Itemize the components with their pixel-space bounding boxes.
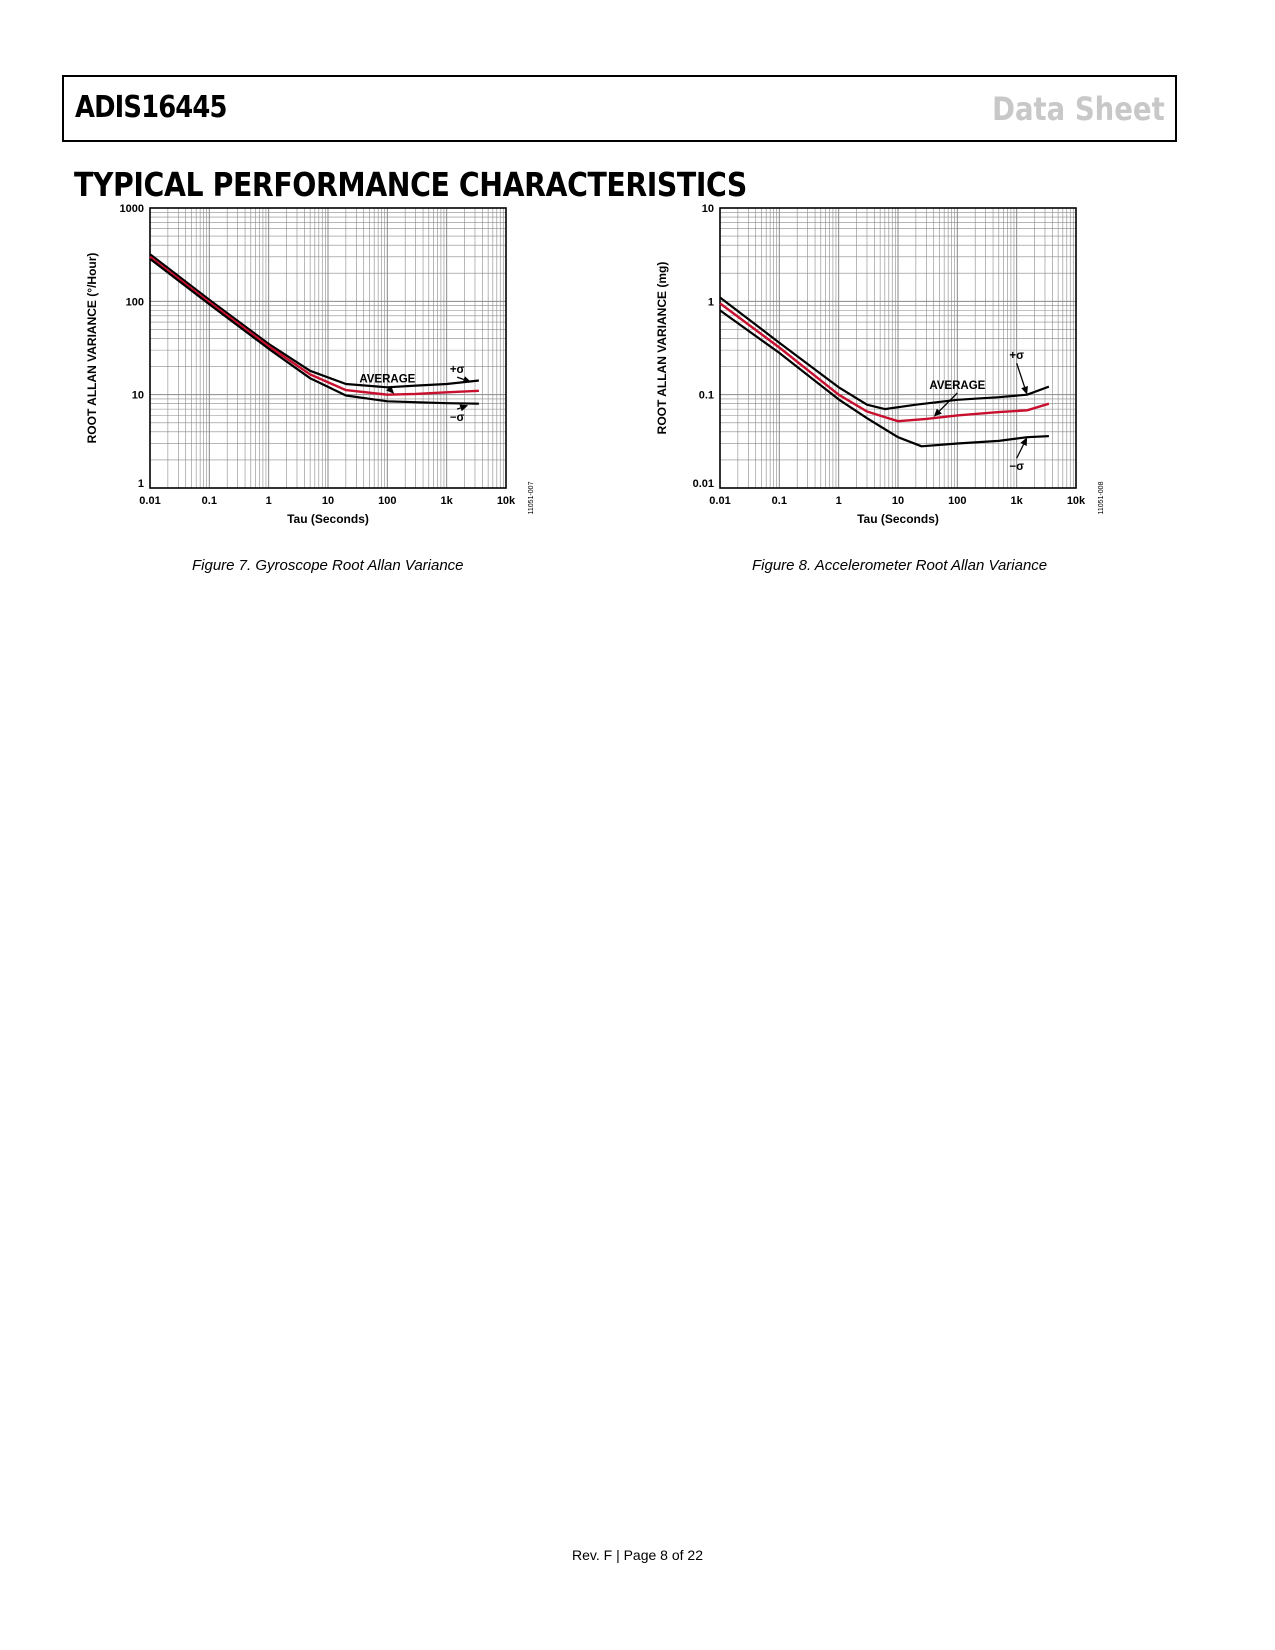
- page-footer: Rev. F | Page 8 of 22: [571, 1547, 703, 1563]
- annotation-arrow-head: [1021, 385, 1028, 395]
- annotation-arrow-line: [1016, 444, 1025, 459]
- y-axis-label: ROOT ALLAN VARIANCE (mg): [655, 262, 669, 435]
- x-tick-label: 1: [266, 495, 272, 507]
- grid: [719, 208, 1076, 489]
- x-tick-label: 100: [378, 495, 396, 507]
- figure-id: 11051-007: [528, 481, 535, 514]
- x-tick-label: 0.1: [772, 495, 787, 507]
- x-tick-label: 10: [892, 495, 904, 507]
- doc-type-label: Data Sheet: [992, 90, 1165, 128]
- annotation-arrow-line: [938, 392, 958, 412]
- y-tick-label: 1: [708, 296, 714, 308]
- series-line-plus-sigma: [149, 253, 480, 389]
- x-tick-label: 0.1: [202, 495, 217, 507]
- annotation-arrow-head: [459, 404, 469, 412]
- header-box: ADIS16445 Data Sheet: [62, 75, 1177, 142]
- x-tick-label: 10: [322, 495, 334, 507]
- annotation-arrow-line: [456, 376, 464, 381]
- x-tick-label: 10k: [1067, 495, 1086, 507]
- y-tick-label: 0.01: [693, 478, 714, 490]
- series-line-plus-sigma: [719, 296, 1050, 411]
- chart-accelerometer: 0.01 0.1 1 10 100 1k 10k 0.01 0.1 1 10 Tau (Seconds…: [655, 203, 1105, 526]
- figure-gyroscope-allan-variance: 0.01 0.1 1 10 100 1k 10k 1 10 100 1000 Tau (Seconds…: [70, 200, 550, 540]
- annotation-arrow-line: [386, 386, 390, 389]
- plot-frame: [149, 207, 507, 489]
- y-tick-label: 10: [702, 203, 714, 215]
- series-line-average: [719, 302, 1050, 423]
- annotation-arrow-line: [1016, 362, 1026, 388]
- figure-id: 11051-008: [1098, 481, 1105, 514]
- x-axis-label: Tau (Seconds): [287, 512, 369, 526]
- x-tick-label: 10k: [497, 495, 516, 507]
- x-tick-label: 1k: [1011, 495, 1024, 507]
- x-axis-label: Tau (Seconds): [857, 512, 939, 526]
- annotation-arrow-head: [933, 408, 942, 417]
- annotation-label: −σ: [450, 412, 465, 424]
- y-tick-label: 1000: [120, 203, 144, 215]
- x-tick-label: 0.01: [139, 495, 160, 507]
- annotation-label: +σ: [1009, 350, 1024, 362]
- figure-caption-gyroscope: Figure 7. Gyroscope Root Allan Variance: [192, 557, 464, 574]
- y-tick-label: 1: [138, 478, 144, 490]
- y-axis-label: ROOT ALLAN VARIANCE (°/Hour): [85, 253, 99, 444]
- annotation-arrow-head: [1020, 437, 1028, 446]
- y-tick-label: 100: [126, 296, 144, 308]
- x-tick-label: 0.01: [709, 495, 730, 507]
- series-line-minus-sigma: [149, 258, 479, 405]
- section-title: TYPICAL PERFORMANCE CHARACTERISTICS: [74, 165, 747, 204]
- x-tick-label: 100: [948, 495, 966, 507]
- y-tick-label: 10: [132, 390, 144, 402]
- part-number: ADIS16445: [75, 90, 227, 125]
- y-tick-label: 0.1: [699, 390, 714, 402]
- series-line-average: [149, 255, 479, 396]
- annotation-arrow-line: [456, 407, 461, 410]
- grid: [149, 208, 506, 489]
- chart-gyroscope: 0.01 0.1 1 10 100 1k 10k 1 10 100 1000 Tau (Seconds…: [85, 203, 535, 526]
- annotation-label: −σ: [1009, 461, 1024, 473]
- x-tick-label: 1k: [441, 495, 454, 507]
- annotation-label: AVERAGE: [929, 380, 985, 392]
- annotation-label: AVERAGE: [359, 374, 415, 386]
- x-tick-label: 1: [836, 495, 842, 507]
- figure-caption-accelerometer: Figure 8. Accelerometer Root Allan Varia…: [752, 557, 1048, 574]
- plot-frame: [719, 207, 1077, 489]
- series-line-minus-sigma: [719, 309, 1049, 448]
- annotation-label: +σ: [450, 364, 465, 376]
- figure-accelerometer-allan-variance: 0.01 0.1 1 10 100 1k 10k 0.01 0.1 1 10 Tau (Seconds…: [640, 200, 1120, 540]
- annotation-arrow-head: [462, 376, 472, 383]
- annotation-arrow-head: [386, 385, 395, 394]
